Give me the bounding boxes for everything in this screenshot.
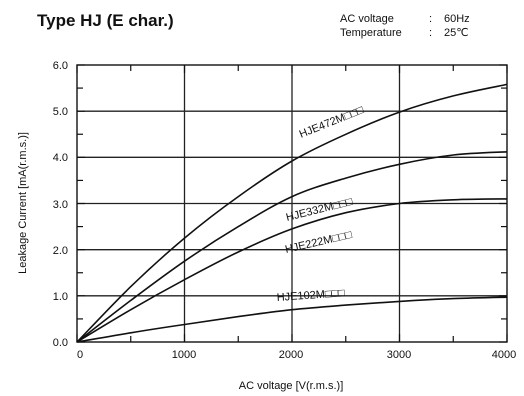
condition-sep-temperature: : <box>429 27 432 39</box>
conditions-block: AC voltage : 60Hz Temperature : 25℃ <box>340 13 470 39</box>
y-tick-label-6: 6.0 <box>53 60 68 72</box>
chart-title: Type HJ (E char.) <box>37 11 174 30</box>
series-label-hje102m: HJE102M□□□ <box>276 287 345 304</box>
series-label-hje222m: HJE222M□□□ <box>284 229 354 256</box>
condition-value-ac-voltage: 60Hz <box>444 13 470 25</box>
x-axis-label: AC voltage [V(r.m.s.)] <box>239 380 344 392</box>
y-tick-labels: 0.0 1.0 2.0 3.0 4.0 5.0 6.0 <box>53 60 68 349</box>
plot-frame <box>76 64 508 343</box>
x-tick-label-2000: 2000 <box>279 349 303 361</box>
series-line-2 <box>76 198 508 343</box>
series-line-0 <box>76 83 508 343</box>
x-tick-label-3000: 3000 <box>387 349 411 361</box>
condition-sep-ac-voltage: : <box>429 13 432 25</box>
x-tick-label-4000: 4000 <box>492 349 516 361</box>
y-tick-label-0: 0.0 <box>53 337 68 349</box>
y-axis-label: Leakage Current [mA(r.m.s.)] <box>17 132 29 274</box>
x-tick-label-1000: 1000 <box>172 349 196 361</box>
y-tick-label-4: 4.0 <box>53 152 68 164</box>
y-tick-label-1: 1.0 <box>53 291 68 303</box>
series-label-hje472m: HJE472M□□□ <box>298 104 366 141</box>
y-tick-label-5: 5.0 <box>53 106 68 118</box>
y-tick-label-3: 3.0 <box>53 199 68 211</box>
x-tick-labels: 0 1000 2000 3000 4000 <box>77 349 516 361</box>
series-line-1 <box>76 151 508 343</box>
condition-label-temperature: Temperature <box>340 27 402 39</box>
series-lines <box>76 83 508 343</box>
x-tick-label-0: 0 <box>77 349 83 361</box>
condition-value-temperature: 25℃ <box>444 27 469 39</box>
condition-label-ac-voltage: AC voltage <box>340 13 394 25</box>
series-line-3 <box>76 296 508 343</box>
grid-lines <box>77 65 507 342</box>
y-tick-label-2: 2.0 <box>53 245 68 257</box>
